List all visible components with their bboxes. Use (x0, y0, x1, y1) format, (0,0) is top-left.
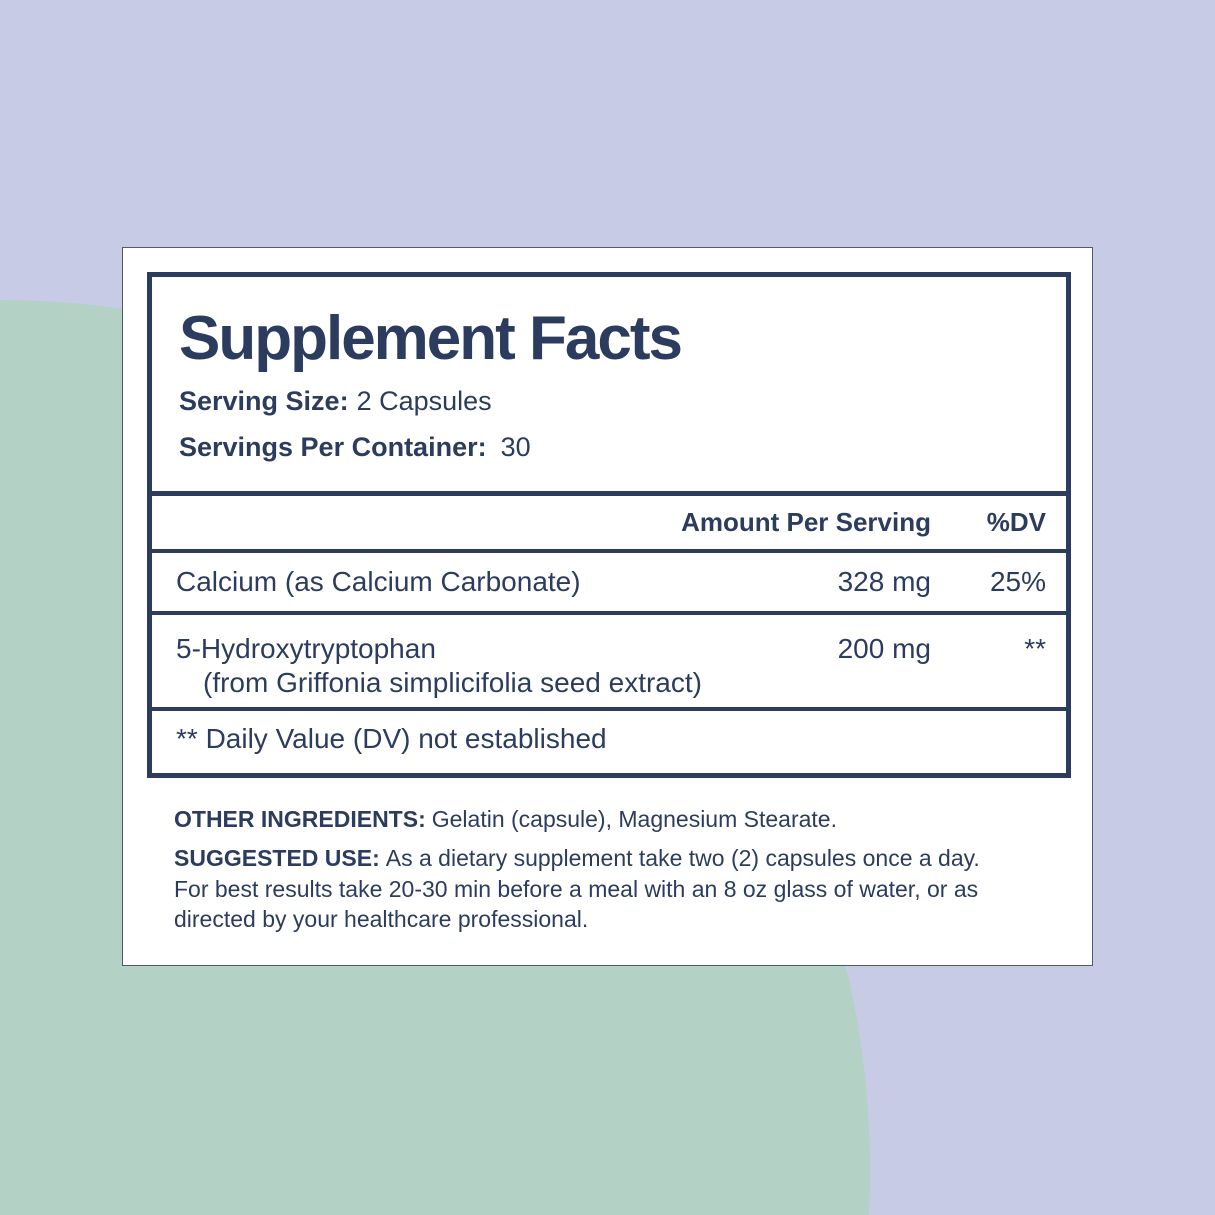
ingredient-amount: 328 mg (837, 566, 931, 597)
percent-dv-header: %DV (986, 507, 1046, 537)
servings-per-container-line: Servings Per Container: 30 (179, 427, 1039, 467)
ingredient-dv: 25% (989, 566, 1046, 597)
ingredient-name: 5-Hydroxytryptophan (from Griffonia simp… (176, 632, 771, 700)
other-ingredients-line: OTHER INGREDIENTS: Gelatin (capsule), Mag… (174, 804, 1074, 834)
facts-header-section: Supplement Facts Serving Size: 2 Capsules… (152, 277, 1066, 491)
serving-size-label: Serving Size: (179, 386, 349, 416)
servings-per-container-label: Servings Per Container: (179, 432, 487, 462)
ingredient-name-source: (from Griffonia simplicifolia seed extra… (203, 667, 702, 698)
suggested-use-paragraph: SUGGESTED USE: As a dietary supplement ta… (174, 843, 994, 935)
suggested-use-text: As a dietary supplement take two (2) cap… (174, 845, 980, 932)
supplement-facts-panel: Supplement Facts Serving Size: 2 Capsules… (147, 272, 1071, 778)
facts-title: Supplement Facts (179, 304, 683, 373)
serving-size-value: 2 Capsules (356, 386, 492, 416)
daily-value-footnote: ** Daily Value (DV) not established (176, 723, 607, 754)
other-ingredients-label: OTHER INGREDIENTS: (174, 806, 426, 832)
suggested-use-label: SUGGESTED USE: (174, 845, 380, 871)
supplement-label-card: Supplement Facts Serving Size: 2 Capsules… (122, 247, 1093, 966)
ingredient-row-calcium: Calcium (as Calcium Carbonate) 328 mg 25… (152, 549, 1066, 611)
ingredient-row-5htp: 5-Hydroxytryptophan (from Griffonia simp… (152, 611, 1066, 707)
ingredient-name: Calcium (as Calcium Carbonate) (176, 566, 581, 597)
column-header-row: Amount Per Serving %DV (152, 491, 1066, 549)
ingredient-name-main: 5-Hydroxytryptophan (176, 633, 436, 664)
daily-value-footnote-row: ** Daily Value (DV) not established (152, 707, 1066, 767)
ingredient-amount: 200 mg (837, 633, 931, 664)
serving-size-line: Serving Size: 2 Capsules (179, 381, 1039, 421)
amount-per-serving-header: Amount Per Serving (681, 507, 931, 537)
other-ingredients-text: Gelatin (capsule), Magnesium Stearate. (431, 806, 837, 832)
servings-per-container-value: 30 (500, 432, 531, 462)
ingredient-dv: ** (1024, 633, 1046, 664)
